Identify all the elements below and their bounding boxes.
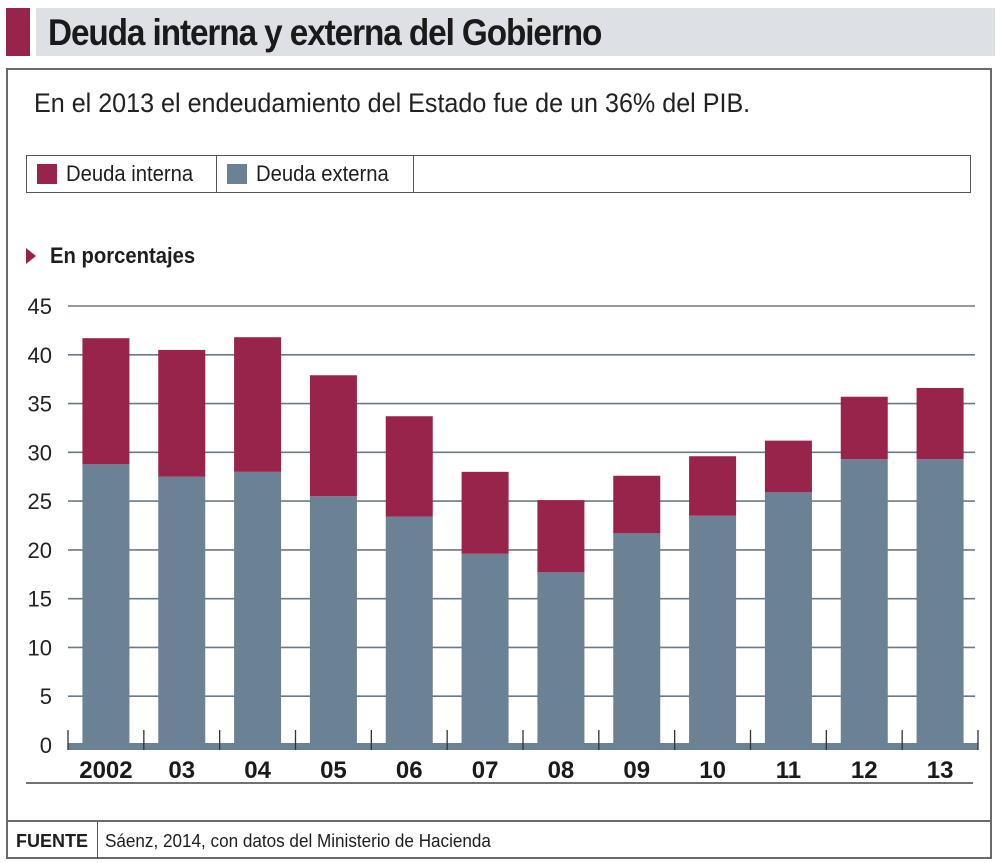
chart-title: Deuda interna y externa del Gobierno [48, 12, 602, 53]
bar-deuda-externa [385, 516, 433, 750]
bar-deuda-externa [158, 476, 206, 750]
bar-deuda-externa [613, 533, 661, 750]
bar-deuda-externa [309, 496, 357, 750]
bar-deuda-interna [158, 349, 206, 477]
y-tick-label: 15 [28, 587, 52, 612]
bar-deuda-externa [764, 492, 812, 750]
y-tick-label: 10 [28, 635, 52, 660]
x-tick-label: 06 [396, 757, 423, 784]
chart-frame [6, 68, 992, 859]
bar-deuda-externa [537, 572, 585, 750]
bar-deuda-externa [461, 553, 509, 750]
bar-deuda-externa [840, 459, 888, 750]
bar-deuda-interna [840, 396, 888, 460]
bar-deuda-interna [764, 440, 812, 493]
x-tick-label: 03 [168, 757, 195, 784]
triangle-right-icon [26, 248, 36, 264]
legend-swatch-externa [227, 164, 248, 184]
bar-deuda-interna [916, 387, 964, 460]
legend-label-externa: Deuda externa [256, 161, 390, 186]
bar-deuda-interna [689, 456, 737, 516]
y-tick-label: 30 [28, 440, 52, 465]
y-tick-label: 35 [28, 392, 52, 417]
y-tick-label: 45 [28, 294, 52, 319]
bar-deuda-interna [461, 471, 509, 554]
title-accent-bar [6, 8, 30, 56]
y-tick-label: 20 [28, 538, 52, 563]
bar-deuda-externa [916, 459, 964, 750]
x-tick-label: 12 [851, 757, 878, 784]
unit-label: En porcentajes [26, 243, 208, 269]
y-tick-label: 5 [40, 684, 52, 709]
x-tick-label: 10 [699, 757, 726, 784]
bar-deuda-interna [234, 337, 282, 472]
title-band [36, 8, 995, 56]
bar-deuda-externa [689, 515, 737, 750]
bar-deuda-interna [613, 475, 661, 534]
legend-label-interna: Deuda interna [66, 161, 194, 186]
bar-deuda-externa [82, 464, 130, 750]
x-tick-label: 13 [927, 757, 954, 784]
footer-divider-line [6, 820, 992, 822]
y-tick-label: 25 [28, 489, 52, 514]
x-tick-label: 09 [623, 757, 650, 784]
x-tick-label: 08 [548, 757, 575, 784]
legend-item-externa: Deuda externa [217, 156, 414, 192]
source-label: FUENTE [16, 831, 88, 851]
source-text: Sáenz, 2014, con datos del Ministerio de… [105, 831, 491, 851]
bar-deuda-interna [537, 500, 585, 573]
x-tick-label: 07 [472, 757, 499, 784]
bar-deuda-interna [385, 416, 433, 517]
legend-swatch-interna [37, 164, 57, 184]
x-tick-label: 11 [776, 757, 801, 784]
x-tick-label: 05 [320, 757, 347, 784]
bar-deuda-interna [82, 338, 130, 465]
y-tick-label: 40 [28, 343, 52, 368]
legend: Deuda interna Deuda externa [26, 155, 971, 193]
unit-label-text: En porcentajes [50, 243, 196, 268]
x-tick-label: 04 [244, 757, 271, 784]
legend-item-interna: Deuda interna [27, 156, 218, 192]
x-tick-label: 2002 [79, 757, 132, 784]
bar-deuda-interna [309, 375, 357, 497]
chart-subtitle: En el 2013 el endeudamiento del Estado f… [34, 88, 751, 118]
source-separator [97, 822, 98, 859]
bar-deuda-externa [234, 471, 282, 750]
y-tick-label: 0 [40, 733, 52, 758]
